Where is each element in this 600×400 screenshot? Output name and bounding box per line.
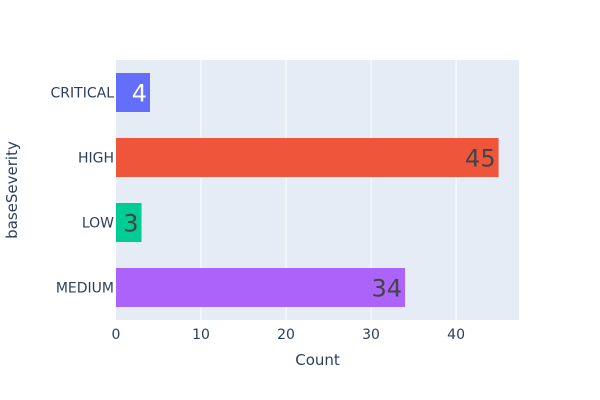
- bar-critical: [116, 73, 151, 112]
- x-tick-label: 0: [112, 327, 121, 343]
- x-axis-ticks: 0 10 20 30 40: [112, 327, 465, 343]
- y-axis-title: baseSeverity: [3, 141, 21, 239]
- bar-low: [116, 203, 142, 242]
- x-tick-label: 20: [277, 327, 295, 343]
- x-tick-label: 30: [362, 327, 380, 343]
- bar-labels-group: 4 45 3 34: [123, 80, 495, 303]
- bar-value-label: 4: [132, 80, 147, 108]
- y-axis-ticks: CRITICAL HIGH LOW MEDIUM: [51, 86, 115, 297]
- x-tick-label: 10: [192, 327, 210, 343]
- bar-high: [116, 138, 499, 177]
- bar-medium: [116, 268, 406, 307]
- y-tick-label: CRITICAL: [51, 86, 115, 102]
- x-axis-title: Count: [295, 351, 340, 369]
- x-tick-label: 40: [447, 327, 465, 343]
- bar-value-label: 3: [123, 210, 138, 238]
- y-tick-label: LOW: [82, 216, 114, 232]
- y-tick-label: HIGH: [78, 151, 114, 167]
- bar-value-label: 34: [372, 275, 403, 303]
- y-tick-label: MEDIUM: [56, 281, 114, 297]
- bar-value-label: 45: [465, 145, 496, 173]
- bars-group: [116, 73, 499, 307]
